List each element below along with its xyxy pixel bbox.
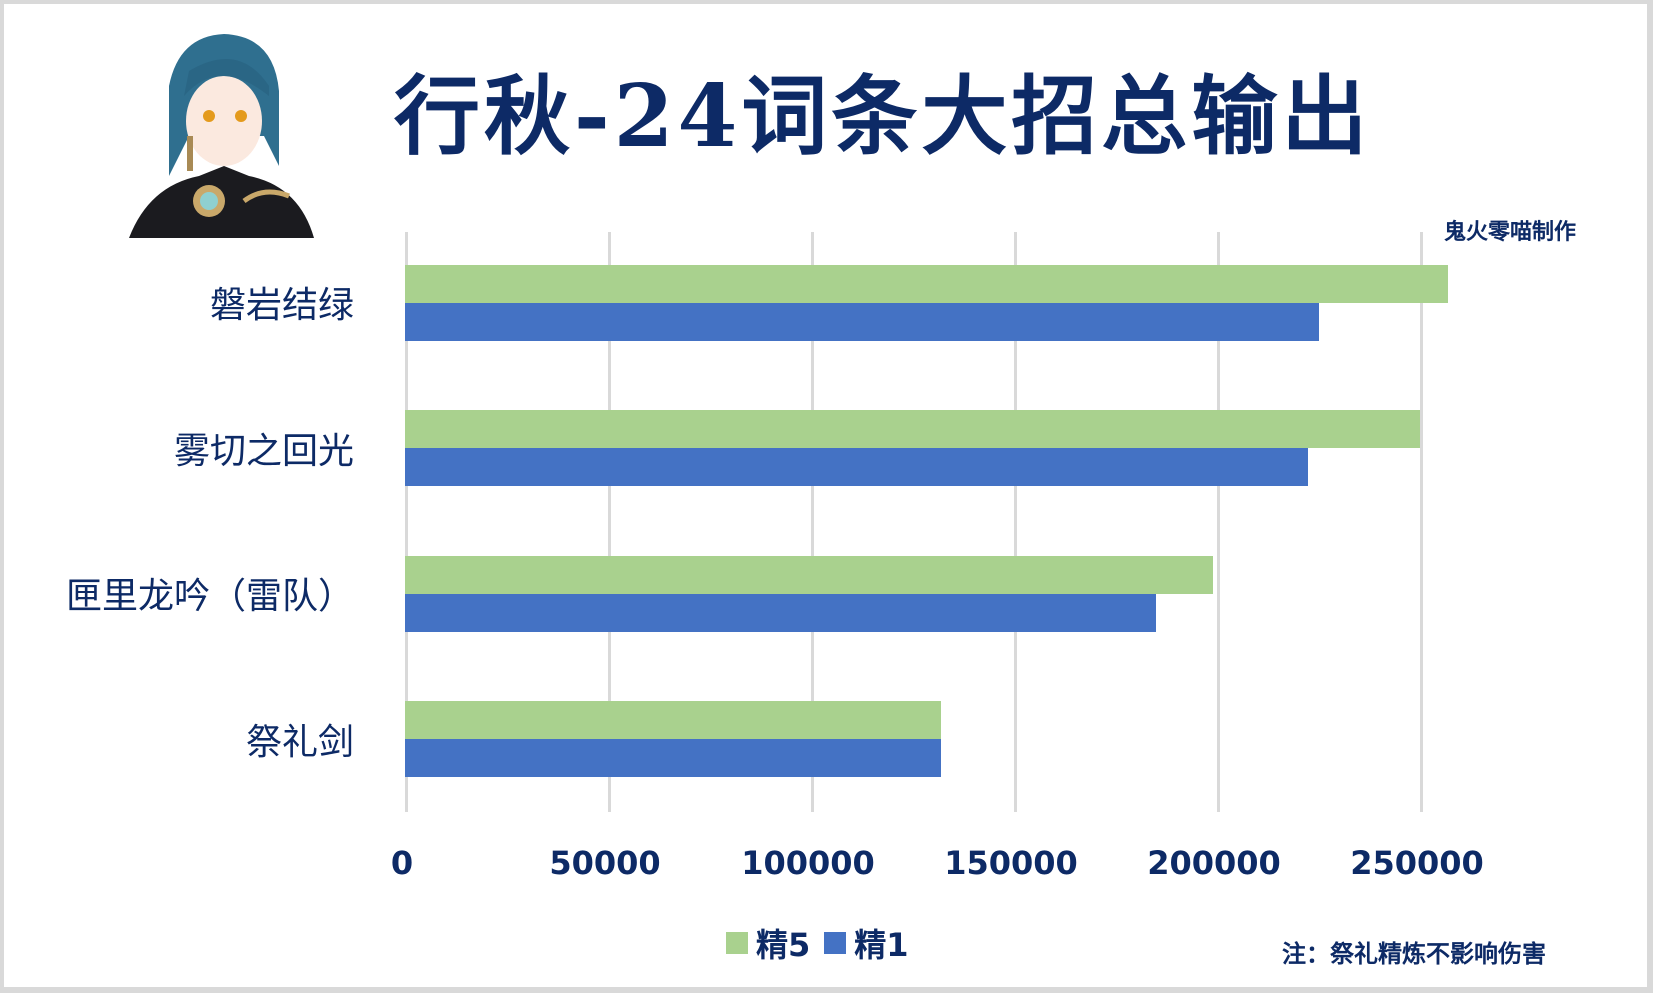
category-label: 磐岩结绿 [209, 285, 354, 326]
x-tick-label: 50000 [549, 844, 661, 882]
x-tick-label: 0 [390, 844, 414, 882]
bar-refine1-jade-cutter [405, 303, 1319, 341]
x-tick-label: 150000 [944, 844, 1078, 882]
bar-refine5-mistsplitter [405, 410, 1420, 448]
legend-label: 精5 [756, 926, 811, 964]
gridline-100000 [811, 232, 814, 812]
x-tick-label: 250000 [1350, 844, 1484, 882]
footnote: 注：祭礼精炼不影响伤害 [1282, 939, 1546, 968]
gridline-200000 [1217, 232, 1220, 812]
x-tick-label: 100000 [741, 844, 875, 882]
bar-refine1-sacrificial-sword [405, 739, 941, 777]
legend-item-refine1: 精1 [824, 920, 909, 966]
gridline-0 [405, 232, 408, 812]
bar-refine1-mistsplitter [405, 448, 1308, 486]
bar-refine5-sacrificial-sword [405, 701, 941, 739]
bar-refine5-jade-cutter [405, 265, 1448, 303]
category-label: 雾切之回光 [173, 431, 354, 472]
gridline-250000 [1420, 232, 1423, 812]
bar-refine1-lions-roar [405, 594, 1156, 632]
legend-label: 精1 [854, 926, 909, 964]
legend-item-refine5: 精5 [726, 920, 810, 966]
category-label: 祭礼剑 [245, 722, 354, 763]
chart-canvas: 行秋-24词条大招总输出 鬼火零喵制作 磐岩结绿 雾切之回光 匣里龙吟（雷队） … [4, 4, 1647, 987]
legend-swatch-green [726, 932, 748, 954]
category-label: 匣里龙吟（雷队） [65, 576, 354, 617]
character-portrait-icon [129, 34, 314, 238]
chart-title: 行秋-24词条大招总输出 [394, 66, 1372, 167]
legend-swatch-blue [824, 932, 847, 954]
credit-label: 鬼火零喵制作 [1444, 219, 1577, 245]
x-tick-label: 200000 [1147, 844, 1281, 882]
bar-refine5-lions-roar [405, 556, 1213, 594]
gridline-50000 [608, 232, 611, 812]
gridline-150000 [1014, 232, 1017, 812]
legend: 精5 精1 [726, 920, 909, 966]
plot-area [405, 232, 1495, 812]
